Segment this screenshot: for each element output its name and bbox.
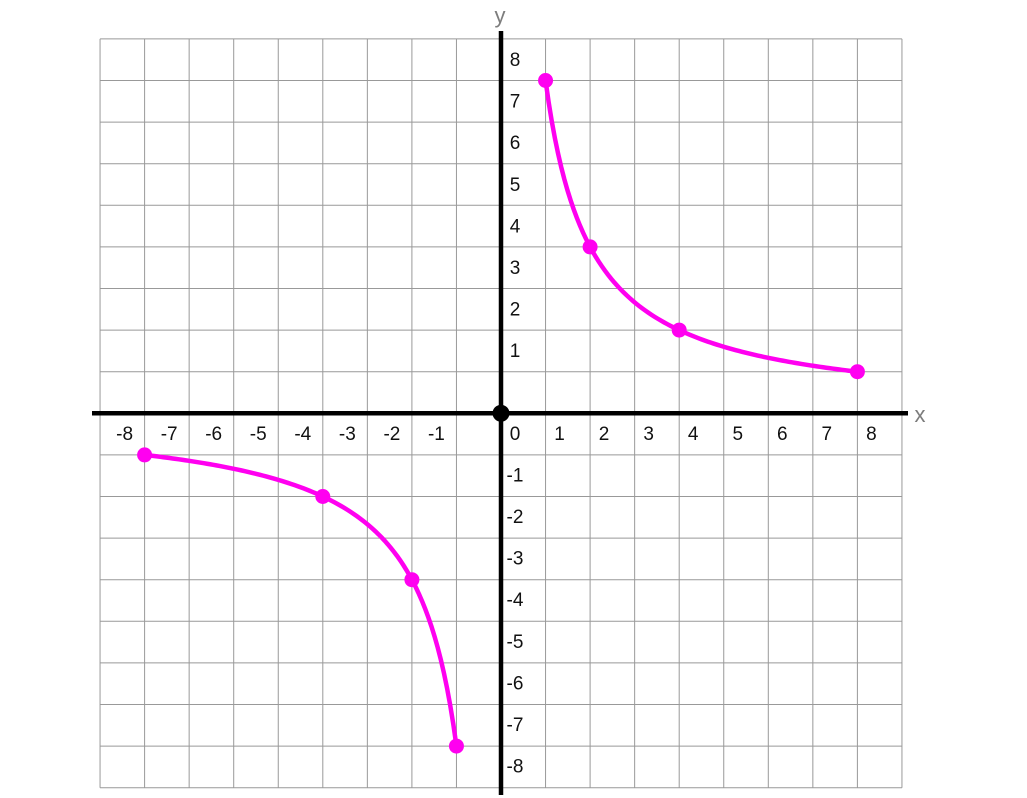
y-tick-label: -3: [507, 549, 524, 570]
hyperbola-curve: [142, 452, 459, 749]
x-axis-name: x: [915, 402, 926, 427]
tick-labels: -8 -7 -6 -5 -4 -3 -2 -1 0 1 2 3 4 5 6 7 8 8 7 6 5 4 3 2 1 -1 -2 -3 -…: [116, 50, 877, 778]
x-tick-label: 7: [822, 424, 833, 445]
y-tick-label: -6: [507, 673, 524, 694]
x-tick-label: -5: [250, 424, 267, 445]
y-tick-label: 1: [510, 341, 521, 362]
y-tick-label: 7: [510, 92, 521, 113]
y-tick-label: -5: [507, 632, 524, 653]
x-tick-label: 2: [599, 424, 610, 445]
y-tick-label: 6: [510, 133, 521, 154]
curve-branch-quadrant-1: [538, 73, 865, 380]
y-tick-label: -2: [507, 507, 524, 528]
data-point: [315, 489, 331, 504]
y-tick-label: 2: [510, 300, 521, 321]
origin-dot: [492, 404, 510, 422]
x-tick-label: 0: [510, 424, 521, 445]
hyperbola-curve: [543, 78, 860, 374]
data-point: [671, 322, 687, 338]
x-tick-label: -3: [339, 424, 356, 445]
y-tick-label: 3: [510, 258, 521, 279]
axes: [92, 31, 908, 795]
x-tick-label: 5: [732, 424, 743, 445]
y-tick-label: 4: [510, 216, 521, 237]
x-tick-label: -8: [116, 424, 133, 445]
x-tick-label: 1: [554, 424, 565, 445]
data-point: [448, 738, 464, 754]
data-point: [404, 572, 420, 588]
y-tick-label: 8: [510, 50, 521, 71]
curve-branch-quadrant-3: [137, 447, 464, 754]
y-tick-label: -1: [507, 465, 524, 486]
x-tick-label: 6: [777, 424, 788, 445]
y-axis-name: y: [495, 3, 506, 28]
curves: [137, 73, 865, 754]
y-tick-label: -7: [507, 715, 524, 736]
x-tick-label: -6: [205, 424, 222, 445]
x-tick-label: -1: [428, 424, 445, 445]
y-tick-label: -8: [507, 757, 524, 778]
y-tick-label: -4: [507, 590, 524, 611]
data-point: [582, 239, 598, 255]
data-point: [137, 447, 153, 463]
x-tick-label: -7: [161, 424, 178, 445]
x-tick-label: -2: [383, 424, 400, 445]
x-tick-label: 3: [643, 424, 654, 445]
x-tick-label: 4: [688, 424, 699, 445]
x-tick-label: 8: [866, 424, 877, 445]
data-point: [849, 364, 865, 380]
data-point: [538, 73, 554, 88]
y-tick-label: 5: [510, 175, 521, 196]
x-tick-label: -4: [294, 424, 311, 445]
